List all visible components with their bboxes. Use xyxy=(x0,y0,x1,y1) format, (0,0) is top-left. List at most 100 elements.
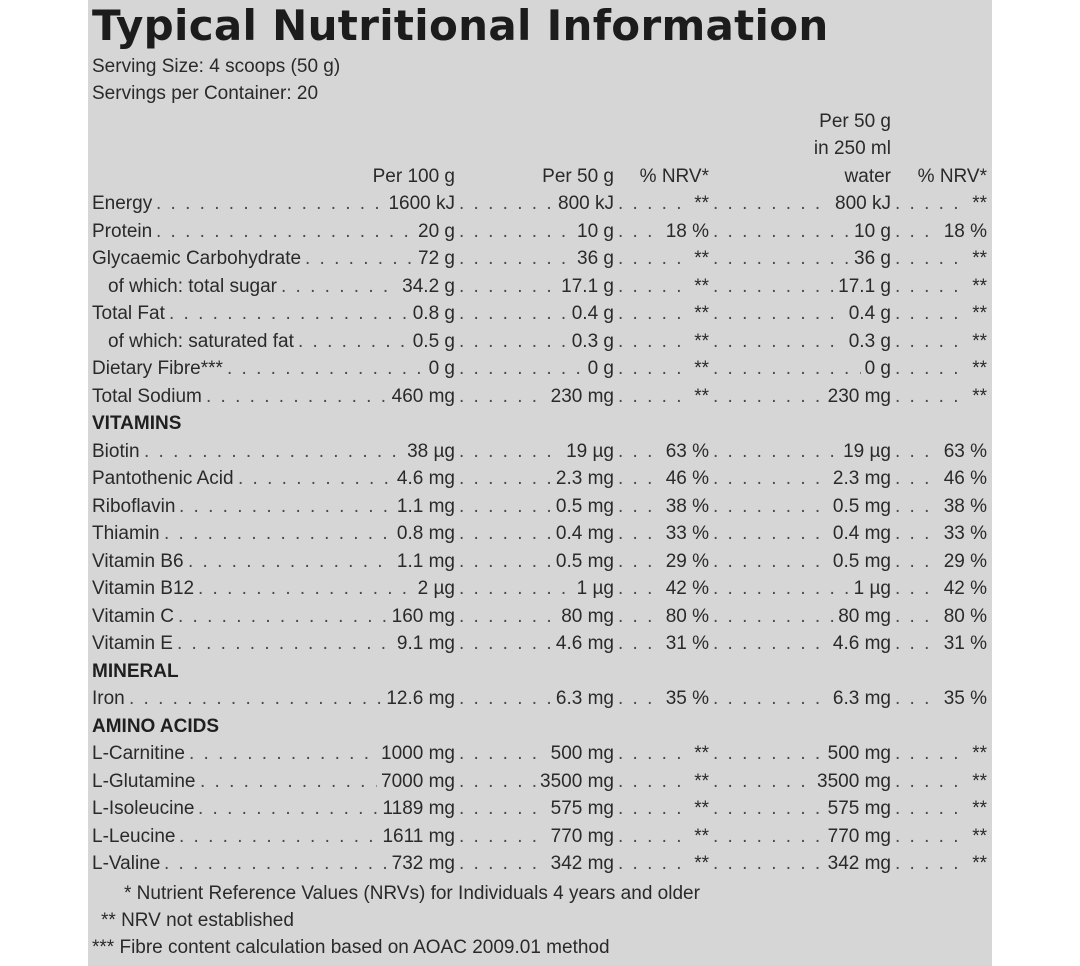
leader-dots: . . . . . . . . . . . . . . . . . . . . … xyxy=(713,606,834,627)
value-per-50g-water: 1 µg xyxy=(853,578,891,599)
value-per-100g: 1000 mg xyxy=(381,743,455,764)
value-per-100g: 0.8 mg xyxy=(396,523,455,544)
nutrition-panel: Typical Nutritional Information Serving … xyxy=(88,0,992,966)
value-per-50g-water: 6.3 mg xyxy=(832,688,891,709)
value-nrv: ** xyxy=(694,303,709,324)
value-nrv: 46 % xyxy=(665,468,709,489)
nutrient-label: Pantothenic Acid xyxy=(92,468,234,489)
value-nrv: ** xyxy=(694,386,709,407)
value-per-100g: 1600 kJ xyxy=(388,193,455,214)
leader-dots: . . . . . . . . . . . . . . . . . . . . … xyxy=(895,496,940,517)
leader-dots: . . . . . . . . . . . . . . . . . . . . … xyxy=(459,441,562,462)
value-per-50g-water: 0.3 g xyxy=(848,331,891,352)
nutrient-label: Riboflavin xyxy=(92,496,176,517)
nutrient-label: of which: saturated fat xyxy=(108,331,294,352)
value-per-50g: 342 mg xyxy=(550,853,614,874)
section-heading: AMINO ACIDS xyxy=(92,716,220,737)
leader-dots: . . . . . . . . . . . . . . . . . . . . … xyxy=(206,386,388,407)
value-per-50g: 6.3 mg xyxy=(555,688,614,709)
value-per-100g: 2 µg xyxy=(417,578,455,599)
leader-dots: . . . . . . . . . . . . . . . . . . . . … xyxy=(618,578,662,599)
leader-dots: . . . . . . . . . . . . . . . . . . . . … xyxy=(459,633,552,654)
leader-dots: . . . . . . . . . . . . . . . . . . . . … xyxy=(895,853,968,874)
value-nrv: ** xyxy=(694,771,709,792)
value-nrv-water: 42 % xyxy=(943,578,987,599)
leader-dots: . . . . . . . . . . . . . . . . . . . . … xyxy=(198,578,414,599)
leader-dots: . . . . . . . . . . . . . . . . . . . . … xyxy=(459,331,568,352)
leader-dots: . . . . . . . . . . . . . . . . . . . . … xyxy=(895,193,968,214)
value-nrv: ** xyxy=(694,248,709,269)
leader-dots: . . . . . . . . . . . . . . . . . . . . … xyxy=(459,496,552,517)
leader-dots: . . . . . . . . . . . . . . . . . . . . … xyxy=(618,386,690,407)
leader-dots: . . . . . . . . . . . . . . . . . . . . … xyxy=(459,798,547,819)
value-nrv: 29 % xyxy=(665,551,709,572)
value-nrv-water: ** xyxy=(972,331,987,352)
leader-dots: . . . . . . . . . . . . . . . . . . . . … xyxy=(895,441,940,462)
leader-dots: . . . . . . . . . . . . . . . . . . . . … xyxy=(713,771,813,792)
leader-dots: . . . . . . . . . . . . . . . . . . . . … xyxy=(713,468,829,489)
leader-dots: . . . . . . . . . . . . . . . . . . . . … xyxy=(713,798,824,819)
leader-dots: . . . . . . . . . . . . . . . . . . . . … xyxy=(618,523,662,544)
leader-dots: . . . . . . . . . . . . . . . . . . . . … xyxy=(459,606,557,627)
table-row: of which: total sugar 34.2 g 17.1 g ** 17.1 … xyxy=(88,273,992,300)
value-per-50g-water: 800 kJ xyxy=(835,193,891,214)
leader-dots: . . . . . . . . . . . . . . . . . . . . … xyxy=(459,386,547,407)
leader-dots: . . . . . . . . . . . . . . . . . . . . … xyxy=(618,468,662,489)
leader-dots: . . . . . . . . . . . . . . . . . . . . … xyxy=(156,221,414,242)
servings-per-container: Servings per Container: 20 xyxy=(92,83,319,104)
footnote-nrv: * Nutrient Reference Values (NRVs) for I… xyxy=(124,883,700,904)
nutrient-label: Thiamin xyxy=(92,523,160,544)
table-row: L-Isoleucine 1189 mg 575 mg ** 575 mg **. . .… xyxy=(88,795,992,822)
nutrient-label: L-Valine xyxy=(92,853,161,874)
header-per-100g: Per 100 g xyxy=(372,166,455,187)
value-per-100g: 34.2 g xyxy=(402,276,455,297)
leader-dots: . . . . . . . . . . . . . . . . . . . . … xyxy=(713,331,845,352)
nutrient-label: Glycaemic Carbohydrate xyxy=(92,248,302,269)
value-per-50g-water: 80 mg xyxy=(838,606,891,627)
leader-dots: . . . . . . . . . . . . . . . . . . . . … xyxy=(618,606,662,627)
nutrient-label: Vitamin B6 xyxy=(92,551,184,572)
nutrient-label: Iron xyxy=(92,688,125,709)
leader-dots: . . . . . . . . . . . . . . . . . . . . … xyxy=(618,221,662,242)
value-nrv-water: ** xyxy=(972,248,987,269)
value-per-50g: 0.5 mg xyxy=(555,551,614,572)
value-nrv-water: 29 % xyxy=(943,551,987,572)
value-nrv: ** xyxy=(694,743,709,764)
leader-dots: . . . . . . . . . . . . . . . . . . . . … xyxy=(618,853,690,874)
value-nrv: ** xyxy=(694,358,709,379)
value-per-100g: 160 mg xyxy=(391,606,455,627)
value-per-100g: 1.1 mg xyxy=(396,551,455,572)
value-nrv: ** xyxy=(694,798,709,819)
leader-dots: . . . . . . . . . . . . . . . . . . . . … xyxy=(618,633,662,654)
value-per-50g-water: 10 g xyxy=(854,221,891,242)
nutrient-label: Dietary Fibre*** xyxy=(92,358,223,379)
leader-dots: . . . . . . . . . . . . . . . . . . . . … xyxy=(618,771,690,792)
value-per-50g: 19 µg xyxy=(566,441,614,462)
footnote-fibre: *** Fibre content calculation based on A… xyxy=(92,937,610,958)
leader-dots: . . . . . . . . . . . . . . . . . . . . … xyxy=(459,523,552,544)
leader-dots: . . . . . . . . . . . . . . . . . . . . … xyxy=(164,853,388,874)
header-nrv-water: % NRV* xyxy=(917,166,987,187)
leader-dots: . . . . . . . . . . . . . . . . . . . . … xyxy=(305,248,414,269)
leader-dots: . . . . . . . . . . . . . . . . . . . . … xyxy=(895,551,940,572)
value-per-100g: 1.1 mg xyxy=(396,496,455,517)
value-per-50g: 230 mg xyxy=(550,386,614,407)
value-per-100g: 732 mg xyxy=(391,853,455,874)
value-per-50g-water: 342 mg xyxy=(827,853,891,874)
leader-dots: . . . . . . . . . . . . . . . . . . . . … xyxy=(618,688,662,709)
value-per-100g: 72 g xyxy=(418,248,455,269)
leader-dots: . . . . . . . . . . . . . . . . . . . . … xyxy=(713,221,850,242)
value-nrv-water: ** xyxy=(972,193,987,214)
value-nrv-water: 33 % xyxy=(943,523,987,544)
value-per-50g-water: 575 mg xyxy=(827,798,891,819)
leader-dots: . . . . . . . . . . . . . . . . . . . . … xyxy=(895,606,940,627)
value-per-50g-water: 0 g xyxy=(864,358,891,379)
leader-dots: . . . . . . . . . . . . . . . . . . . . … xyxy=(713,853,824,874)
value-per-50g: 1 µg xyxy=(576,578,614,599)
leader-dots: . . . . . . . . . . . . . . . . . . . . … xyxy=(895,276,968,297)
value-per-100g: 7000 mg xyxy=(381,771,455,792)
value-nrv-water: ** xyxy=(972,386,987,407)
nutrient-label: Total Fat xyxy=(92,303,165,324)
header-water-line2: in 250 ml xyxy=(813,138,891,159)
value-nrv-water: 31 % xyxy=(943,633,987,654)
